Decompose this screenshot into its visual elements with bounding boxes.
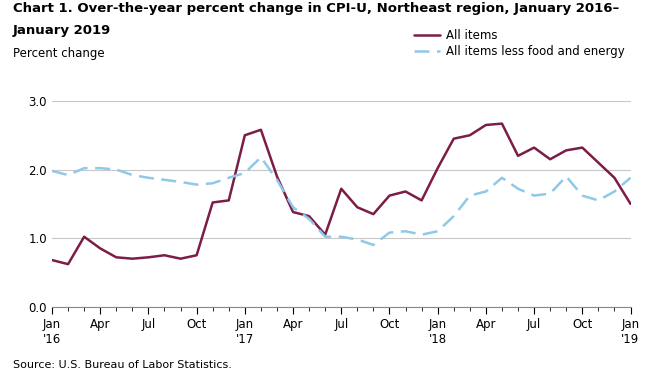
All items less food and energy [177, 180, 185, 184]
Text: January 2019: January 2019 [13, 24, 111, 37]
All items [112, 255, 120, 260]
All items less food and energy [48, 169, 56, 173]
All items less food and energy [546, 191, 554, 196]
All items [306, 214, 313, 218]
All items less food and energy [289, 205, 297, 209]
All items [177, 257, 185, 261]
All items [514, 154, 522, 158]
All items [610, 175, 618, 180]
All items [354, 205, 361, 209]
All items [241, 133, 249, 138]
Text: Percent change: Percent change [13, 47, 105, 60]
All items [627, 202, 634, 206]
Text: Chart 1. Over-the-year percent change in CPI-U, Northeast region, January 2016–: Chart 1. Over-the-year percent change in… [13, 2, 619, 15]
All items [80, 234, 88, 239]
All items less food and energy [354, 237, 361, 242]
All items [144, 255, 152, 260]
All items less food and energy [257, 155, 265, 159]
All items [595, 160, 603, 165]
All items less food and energy [562, 174, 570, 179]
All items less food and energy [450, 214, 458, 218]
All items less food and energy [434, 229, 441, 233]
All items [273, 174, 281, 179]
All items less food and energy [209, 181, 216, 186]
All items less food and energy [161, 178, 168, 182]
Legend: All items, All items less food and energy: All items, All items less food and energ… [414, 29, 625, 58]
All items [289, 210, 297, 214]
All items less food and energy [192, 183, 200, 187]
All items less food and energy [498, 175, 506, 180]
All items less food and energy [385, 230, 393, 235]
Line: All items less food and energy: All items less food and energy [52, 157, 630, 245]
All items [385, 193, 393, 198]
All items less food and energy [96, 166, 104, 171]
All items less food and energy [306, 217, 313, 221]
All items [434, 166, 441, 171]
All items [321, 232, 329, 237]
All items [209, 200, 216, 205]
All items less food and energy [225, 175, 233, 180]
All items less food and energy [482, 189, 490, 194]
Line: All items: All items [52, 124, 630, 264]
All items less food and energy [112, 167, 120, 172]
All items less food and energy [80, 166, 88, 171]
All items less food and energy [466, 193, 474, 198]
All items less food and energy [321, 234, 329, 239]
All items [48, 258, 56, 262]
All items less food and energy [144, 175, 152, 180]
All items [466, 133, 474, 138]
All items less food and energy [418, 232, 426, 237]
All items less food and energy [241, 171, 249, 175]
All items [498, 122, 506, 126]
All items [546, 157, 554, 162]
All items less food and energy [595, 198, 603, 203]
All items [129, 257, 136, 261]
All items less food and energy [514, 187, 522, 191]
All items [369, 212, 377, 216]
All items [96, 246, 104, 251]
All items [161, 253, 168, 258]
All items less food and energy [337, 234, 345, 239]
All items [578, 145, 586, 150]
All items less food and energy [369, 243, 377, 247]
All items [257, 128, 265, 132]
All items [418, 198, 426, 203]
All items less food and energy [610, 189, 618, 194]
All items [64, 262, 72, 266]
All items [225, 198, 233, 203]
All items less food and energy [578, 193, 586, 198]
All items less food and energy [530, 193, 538, 198]
All items [482, 123, 490, 127]
All items less food and energy [273, 178, 281, 182]
All items [562, 148, 570, 153]
All items less food and energy [129, 173, 136, 177]
All items [337, 187, 345, 191]
Text: Source: U.S. Bureau of Labor Statistics.: Source: U.S. Bureau of Labor Statistics. [13, 360, 232, 370]
All items [192, 253, 200, 258]
All items less food and energy [64, 173, 72, 177]
All items less food and energy [402, 229, 410, 233]
All items [530, 145, 538, 150]
All items less food and energy [627, 175, 634, 180]
All items [450, 137, 458, 141]
All items [402, 189, 410, 194]
